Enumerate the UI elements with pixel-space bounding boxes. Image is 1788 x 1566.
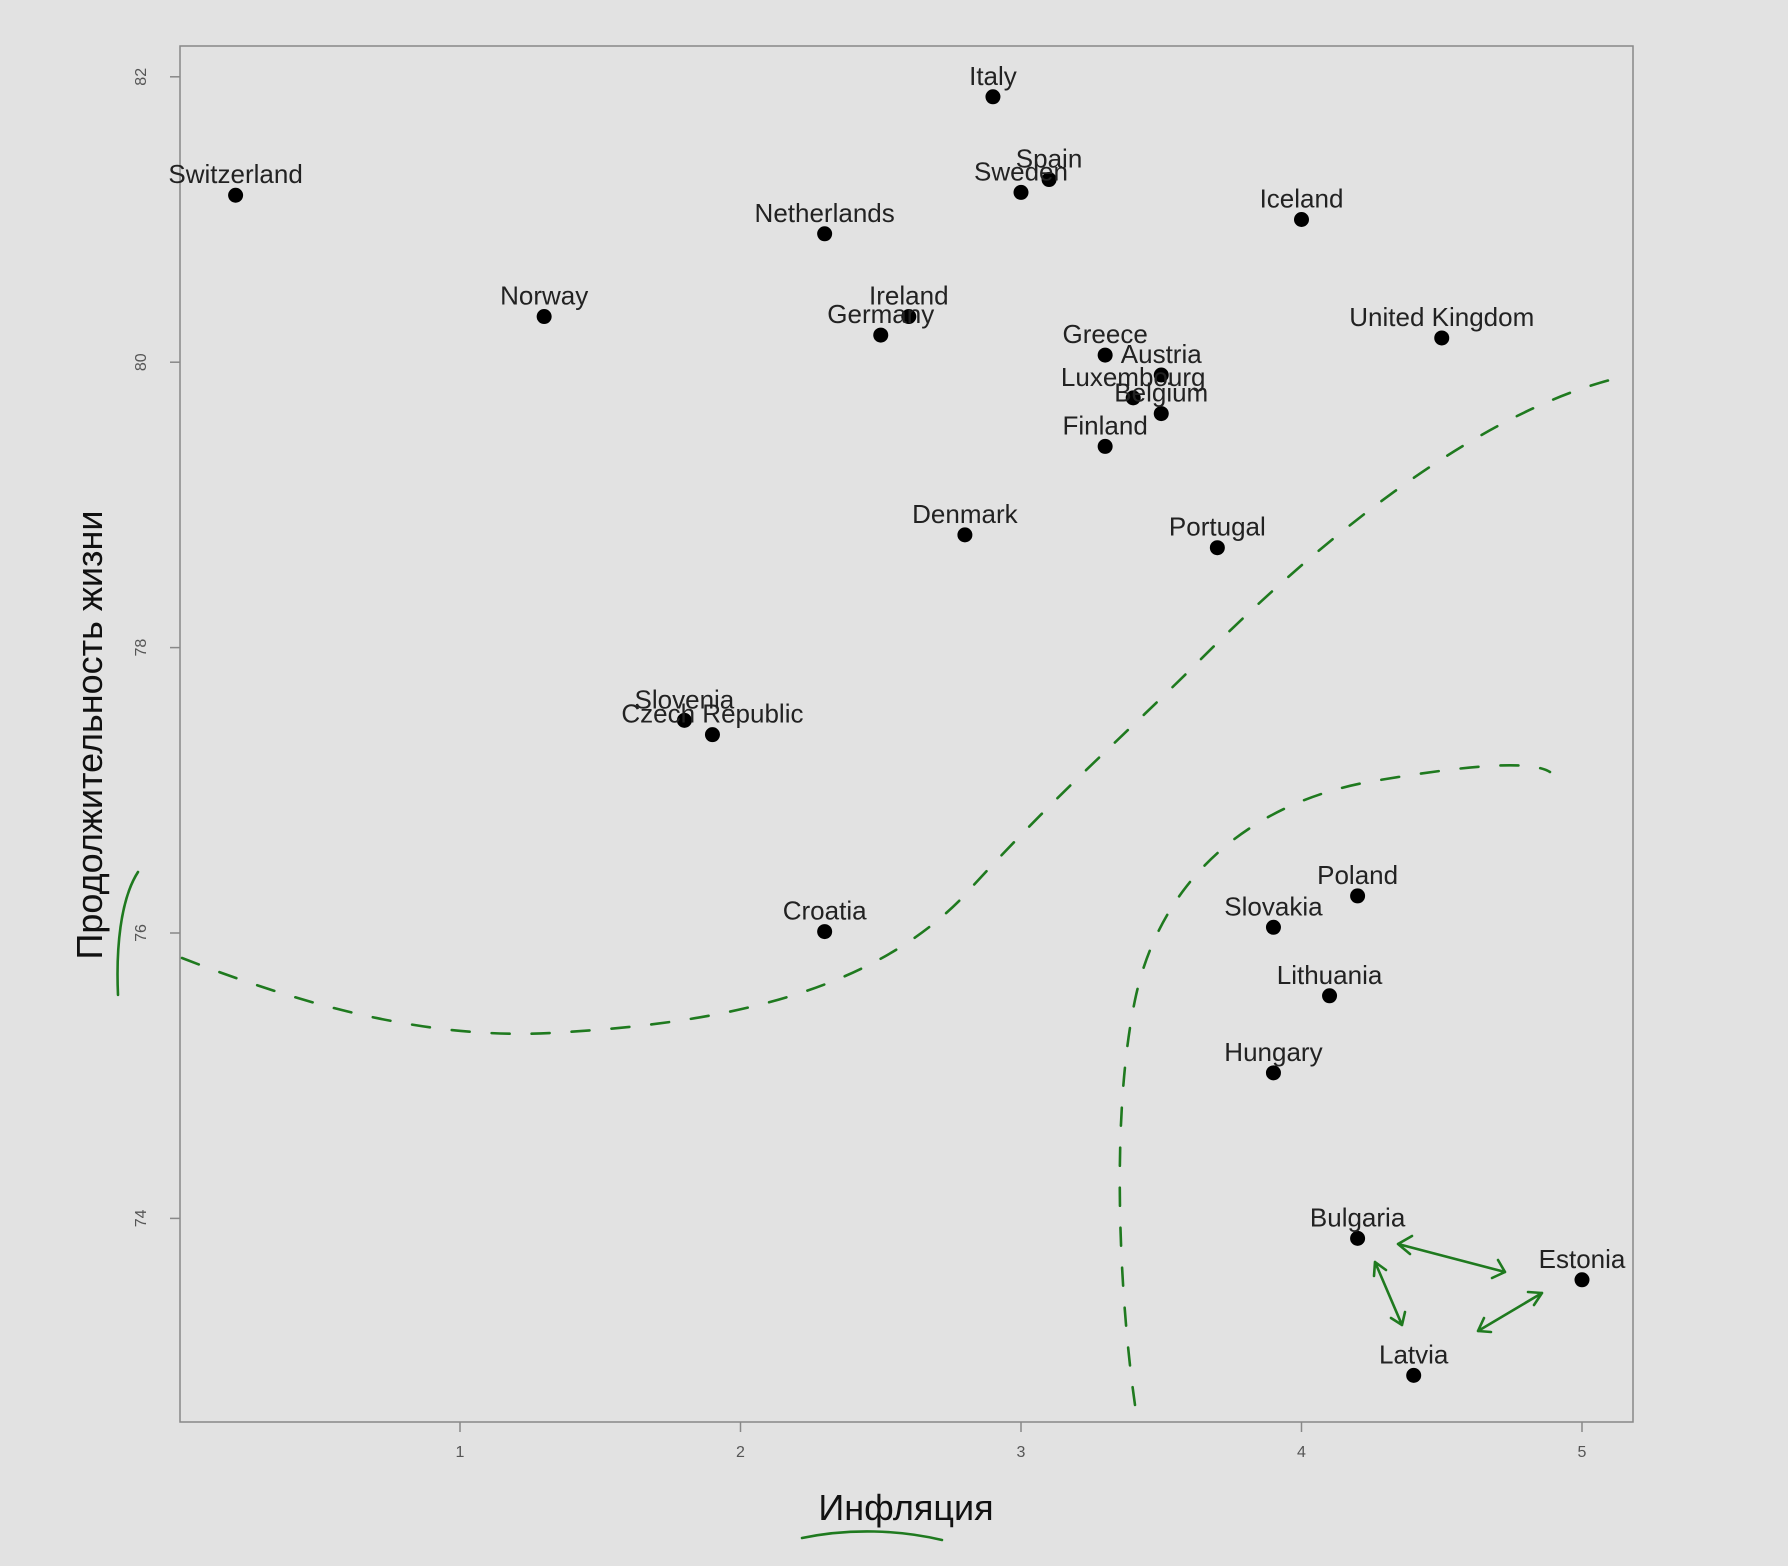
data-point	[873, 327, 889, 343]
point-label: Estonia	[1539, 1244, 1626, 1274]
data-point	[1350, 1230, 1366, 1246]
data-point	[1265, 919, 1281, 935]
point-label: Netherlands	[755, 198, 895, 228]
data-point	[957, 527, 973, 543]
data-point	[985, 89, 1001, 105]
data-point	[1574, 1272, 1590, 1288]
data-point	[1097, 347, 1113, 363]
data-point	[817, 924, 833, 940]
x-tick-label: 4	[1297, 1444, 1306, 1461]
point-label: Hungary	[1224, 1037, 1322, 1067]
annotation-arrow-estonia-latvia	[1476, 1290, 1544, 1334]
annotation-boundary-curve-left	[180, 378, 1612, 1036]
x-tick-label: 1	[456, 1444, 465, 1461]
y-tick-label: 76	[133, 924, 150, 942]
y-tick-label: 78	[133, 639, 150, 657]
data-point	[1209, 540, 1225, 556]
data-point	[817, 226, 833, 242]
y-tick-label: 74	[133, 1209, 150, 1227]
point-label: Switzerland	[168, 159, 302, 189]
point-label: Croatia	[783, 896, 867, 926]
annotation-xlabel-underline	[800, 1530, 944, 1542]
data-point	[536, 309, 552, 325]
data-point	[1013, 184, 1029, 200]
y-tick-label: 80	[133, 353, 150, 371]
data-point	[1294, 212, 1309, 227]
data-point	[1322, 988, 1338, 1004]
data-point	[1125, 390, 1141, 406]
point-label: Czech Republic	[621, 699, 803, 729]
data-point	[1434, 330, 1450, 346]
point-label: Greece	[1063, 319, 1148, 349]
point-label: Slovenia	[635, 684, 735, 714]
point-label: Denmark	[912, 499, 1018, 529]
point-label: Spain	[1016, 144, 1083, 174]
data-point	[1041, 172, 1057, 188]
point-label: Ireland	[869, 281, 949, 311]
data-point	[704, 727, 720, 743]
annotation-arrow-bulgaria-estonia	[1396, 1234, 1507, 1280]
data-point	[1153, 406, 1169, 422]
data-point	[1350, 888, 1366, 904]
point-label: Finland	[1063, 410, 1148, 440]
axis-ticks: 1 2 3 4 5 74 76 78 80 82	[133, 68, 1587, 1461]
point-label: Belgium	[1114, 378, 1208, 408]
annotation-arrow-bulgaria-latvia	[1372, 1260, 1407, 1327]
data-points	[228, 89, 1590, 1383]
data-point	[1406, 1367, 1422, 1383]
point-label: Lithuania	[1277, 960, 1383, 990]
data-point	[901, 309, 917, 325]
point-label: Latvia	[1379, 1339, 1449, 1369]
point-label: Germany	[827, 299, 934, 329]
plot-frame	[179, 45, 1634, 1423]
y-axis-title: Продолжительность жизни	[69, 510, 110, 959]
point-label: Sweden	[974, 156, 1068, 186]
point-label: Portugal	[1169, 512, 1266, 542]
point-label: Italy	[969, 61, 1017, 91]
data-point	[676, 712, 692, 728]
data-point	[1153, 367, 1169, 383]
point-label: Bulgaria	[1310, 1202, 1406, 1232]
annotation-boundary-curve-right	[1118, 764, 1552, 1407]
handwritten-annotations	[116, 378, 1612, 1542]
point-label: Poland	[1317, 860, 1398, 890]
point-label: Norway	[500, 281, 588, 311]
y-tick-label: 82	[133, 68, 150, 86]
point-label: Slovakia	[1224, 891, 1323, 921]
x-tick-label: 5	[1578, 1444, 1587, 1461]
point-label: Luxembourg	[1061, 362, 1206, 392]
point-label: United Kingdom	[1349, 302, 1534, 332]
data-point	[1097, 438, 1113, 454]
data-point	[1265, 1065, 1281, 1081]
x-axis-title: Инфляция	[818, 1487, 993, 1528]
data-point	[228, 187, 244, 203]
point-label: Iceland	[1260, 184, 1344, 214]
x-tick-label: 3	[1017, 1444, 1026, 1461]
annotation-ylabel-underline	[116, 870, 140, 997]
x-tick-label: 2	[736, 1444, 745, 1461]
point-label: Austria	[1121, 339, 1202, 369]
